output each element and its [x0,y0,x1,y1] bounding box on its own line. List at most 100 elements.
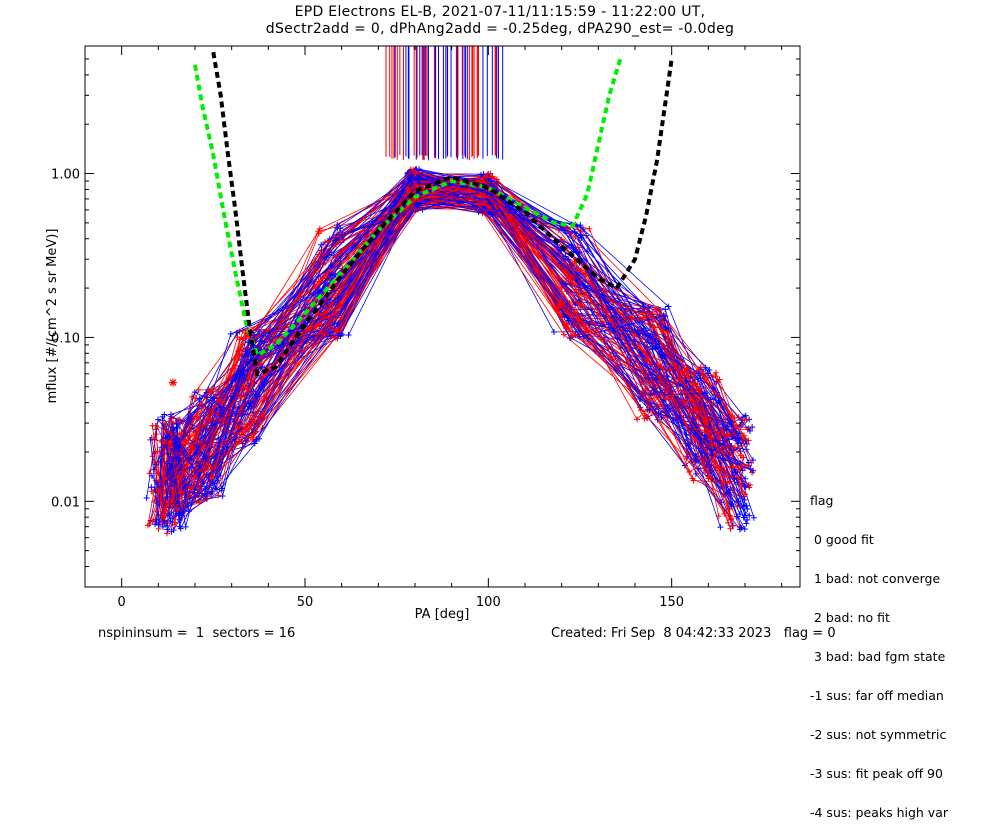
trace-marker [203,472,210,479]
trace-marker [316,329,323,336]
legend-item-4: -1 sus: far off median [810,688,944,703]
trace-marker [704,370,711,377]
trace-marker [727,525,734,532]
trace-marker [198,445,205,452]
trace-marker [703,441,710,448]
trace-line [151,192,728,493]
trace-marker [559,279,566,286]
trace-marker [745,459,752,466]
trace-marker [744,516,751,523]
axis-layer: 0 50 100 150 0.01 0.10 1.00 [51,45,800,610]
trace-marker [162,427,169,434]
trace-marker [155,521,162,528]
trace-marker [333,314,340,321]
trace-marker [169,427,176,434]
trace-marker [734,503,741,510]
trace-marker [316,225,323,232]
trace-marker [475,208,482,215]
trace-marker [339,231,346,238]
trace-marker [210,395,217,402]
trace-marker [743,502,750,509]
trace-marker [736,430,743,437]
trace-marker [164,460,171,467]
trace-marker [197,439,204,446]
chart-title-line1: EPD Electrons EL-B, 2021-07-11/11:15:59 … [294,4,706,20]
trace-marker [331,320,338,327]
trace-marker [143,495,150,502]
trace-marker [191,474,198,481]
y-axis-label: mflux [#/(cm^2 s sr MeV)] [45,229,60,404]
trace-marker [166,434,173,441]
trace-marker [659,320,666,327]
trace-marker [150,498,157,505]
trace-marker [147,436,154,443]
trace-marker [725,472,732,479]
trace-marker [155,511,162,518]
trace-marker [188,393,195,400]
trace-marker [236,438,243,445]
trace-marker [738,483,745,490]
trace-marker [318,241,325,248]
trace-marker [410,166,417,173]
trace-marker [178,512,185,519]
trace-marker [326,297,333,304]
trace-marker [419,206,426,213]
trace-marker [193,429,200,436]
trace-marker [486,203,493,210]
trace-marker [420,185,427,192]
trace-marker [664,414,671,421]
trace-marker [717,524,724,531]
trace-marker [700,465,707,472]
trace-marker [159,523,166,530]
trace-marker [641,415,648,422]
trace-marker [742,412,749,419]
trace-marker [658,363,665,370]
data-layer [143,46,757,537]
trace-marker [568,277,575,284]
trace-marker [195,386,202,393]
trace-marker [173,420,180,427]
trace-marker [725,519,732,526]
trace-marker [749,424,756,431]
trace-marker [338,314,345,321]
trace-marker [710,399,717,406]
trace-marker [706,424,713,431]
trace-marker [236,423,243,430]
trace-marker [486,209,493,216]
trace-marker [485,196,492,203]
trace-marker [176,416,183,423]
trace-marker [152,477,159,484]
trace-marker [727,417,734,424]
legend-title: flag [810,493,834,508]
trace-marker [736,526,743,533]
legend-item-0: 0 good fit [810,532,874,547]
trace-marker [237,393,244,400]
trace-marker [737,452,744,459]
trace-marker [208,466,215,473]
trace-marker [727,487,734,494]
x-tick-label: 50 [297,595,314,610]
trace-marker [661,391,668,398]
trace-marker [735,498,742,505]
trace-marker [696,387,703,394]
trace-marker [161,514,168,521]
trace-marker [218,487,225,494]
trace-marker [744,505,751,512]
trace-marker [166,510,173,517]
trace-marker [157,458,164,465]
x-tick-label: 100 [476,595,501,610]
chart-title-line2: dSectr2add = 0, dPhAng2add = -0.25deg, d… [265,21,735,37]
trace-marker [310,290,317,297]
trace-line [176,185,745,478]
trace-marker [416,166,423,173]
trace-marker [219,492,226,499]
trace-marker [716,376,723,383]
trace-marker [724,432,731,439]
trace-marker [728,501,735,508]
trace-marker [694,458,701,465]
trace-marker [738,488,745,495]
trace-marker [238,351,245,358]
trace-marker [412,170,419,177]
trace-marker [345,331,352,338]
x-tick-label: 0 [118,595,126,610]
